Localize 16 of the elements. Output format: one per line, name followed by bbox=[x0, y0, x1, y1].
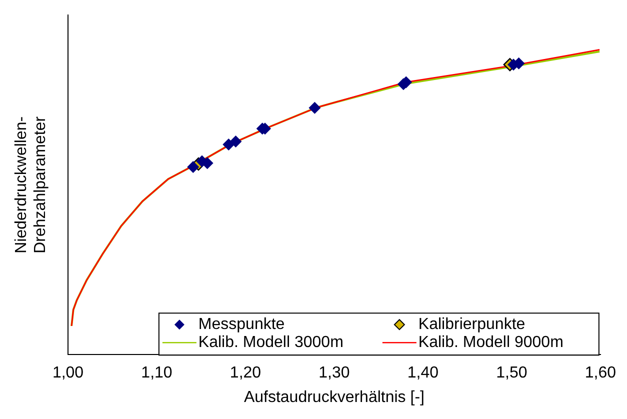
x-axis-title: Aufstaudruckverhältnis [-] bbox=[244, 388, 424, 406]
x-tick-label: 1,40 bbox=[407, 364, 439, 382]
point bbox=[187, 161, 200, 174]
legend-label: Kalib. Modell 9000m bbox=[418, 334, 564, 352]
legend-label: Kalib. Modell 3000m bbox=[198, 334, 344, 352]
legend-label: Messpunkte bbox=[198, 316, 285, 334]
legend-label: Kalibrierpunkte bbox=[418, 316, 526, 334]
y-axis-title: Niederdruckwellen-Drehzahlparameter bbox=[13, 116, 50, 254]
x-tick-label: 1,10 bbox=[141, 364, 172, 382]
x-tick-label: 1,50 bbox=[496, 364, 528, 382]
x-tick-label: 1,30 bbox=[318, 364, 350, 382]
x-tick-label: 1,20 bbox=[230, 364, 262, 382]
x-tick-label: 1,60 bbox=[584, 364, 616, 382]
point bbox=[308, 102, 321, 114]
point bbox=[230, 135, 242, 148]
x-tick-label: 1,00 bbox=[52, 364, 84, 382]
